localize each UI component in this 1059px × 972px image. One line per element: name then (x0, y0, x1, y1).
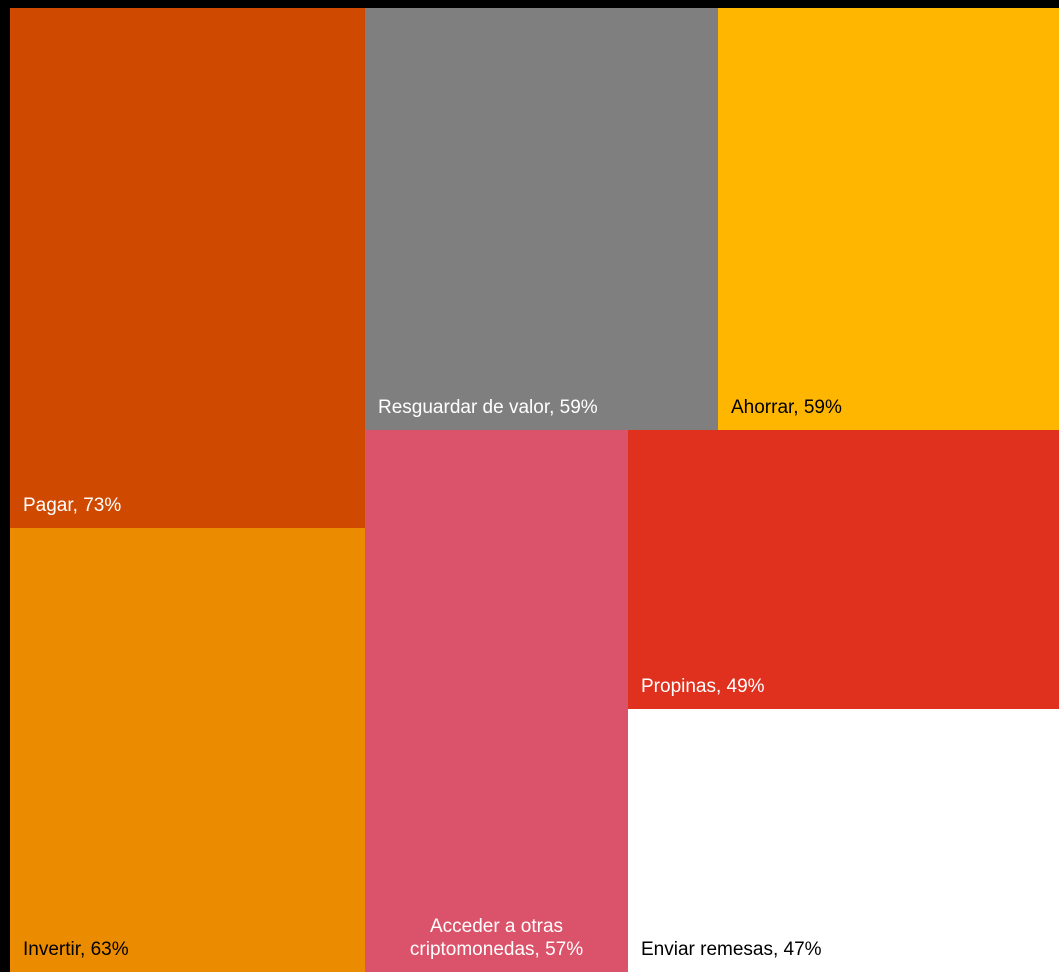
tile-label-invertir: Invertir, 63% (23, 939, 129, 960)
tile-acceder-a-otras-criptomonedas: Acceder a otras criptomonedas, 57% (365, 430, 628, 972)
tile-label-acceder-a-otras-criptomonedas: Acceder a otras criptomonedas, 57% (409, 916, 584, 960)
tile-propinas: Propinas, 49% (628, 430, 1059, 709)
tile-label-ahorrar: Ahorrar, 59% (731, 397, 842, 418)
tile-enviar-remesas: Enviar remesas, 47% (628, 709, 1059, 972)
tile-ahorrar: Ahorrar, 59% (718, 8, 1059, 430)
tile-label-pagar: Pagar, 73% (23, 495, 122, 516)
tile-resguardar-de-valor: Resguardar de valor, 59% (365, 8, 718, 430)
tile-label-propinas: Propinas, 49% (641, 676, 765, 697)
tile-pagar: Pagar, 73% (10, 8, 365, 528)
tile-invertir: Invertir, 63% (10, 528, 365, 972)
tile-label-resguardar-de-valor: Resguardar de valor, 59% (378, 397, 598, 418)
tile-label-enviar-remesas: Enviar remesas, 47% (641, 939, 822, 960)
